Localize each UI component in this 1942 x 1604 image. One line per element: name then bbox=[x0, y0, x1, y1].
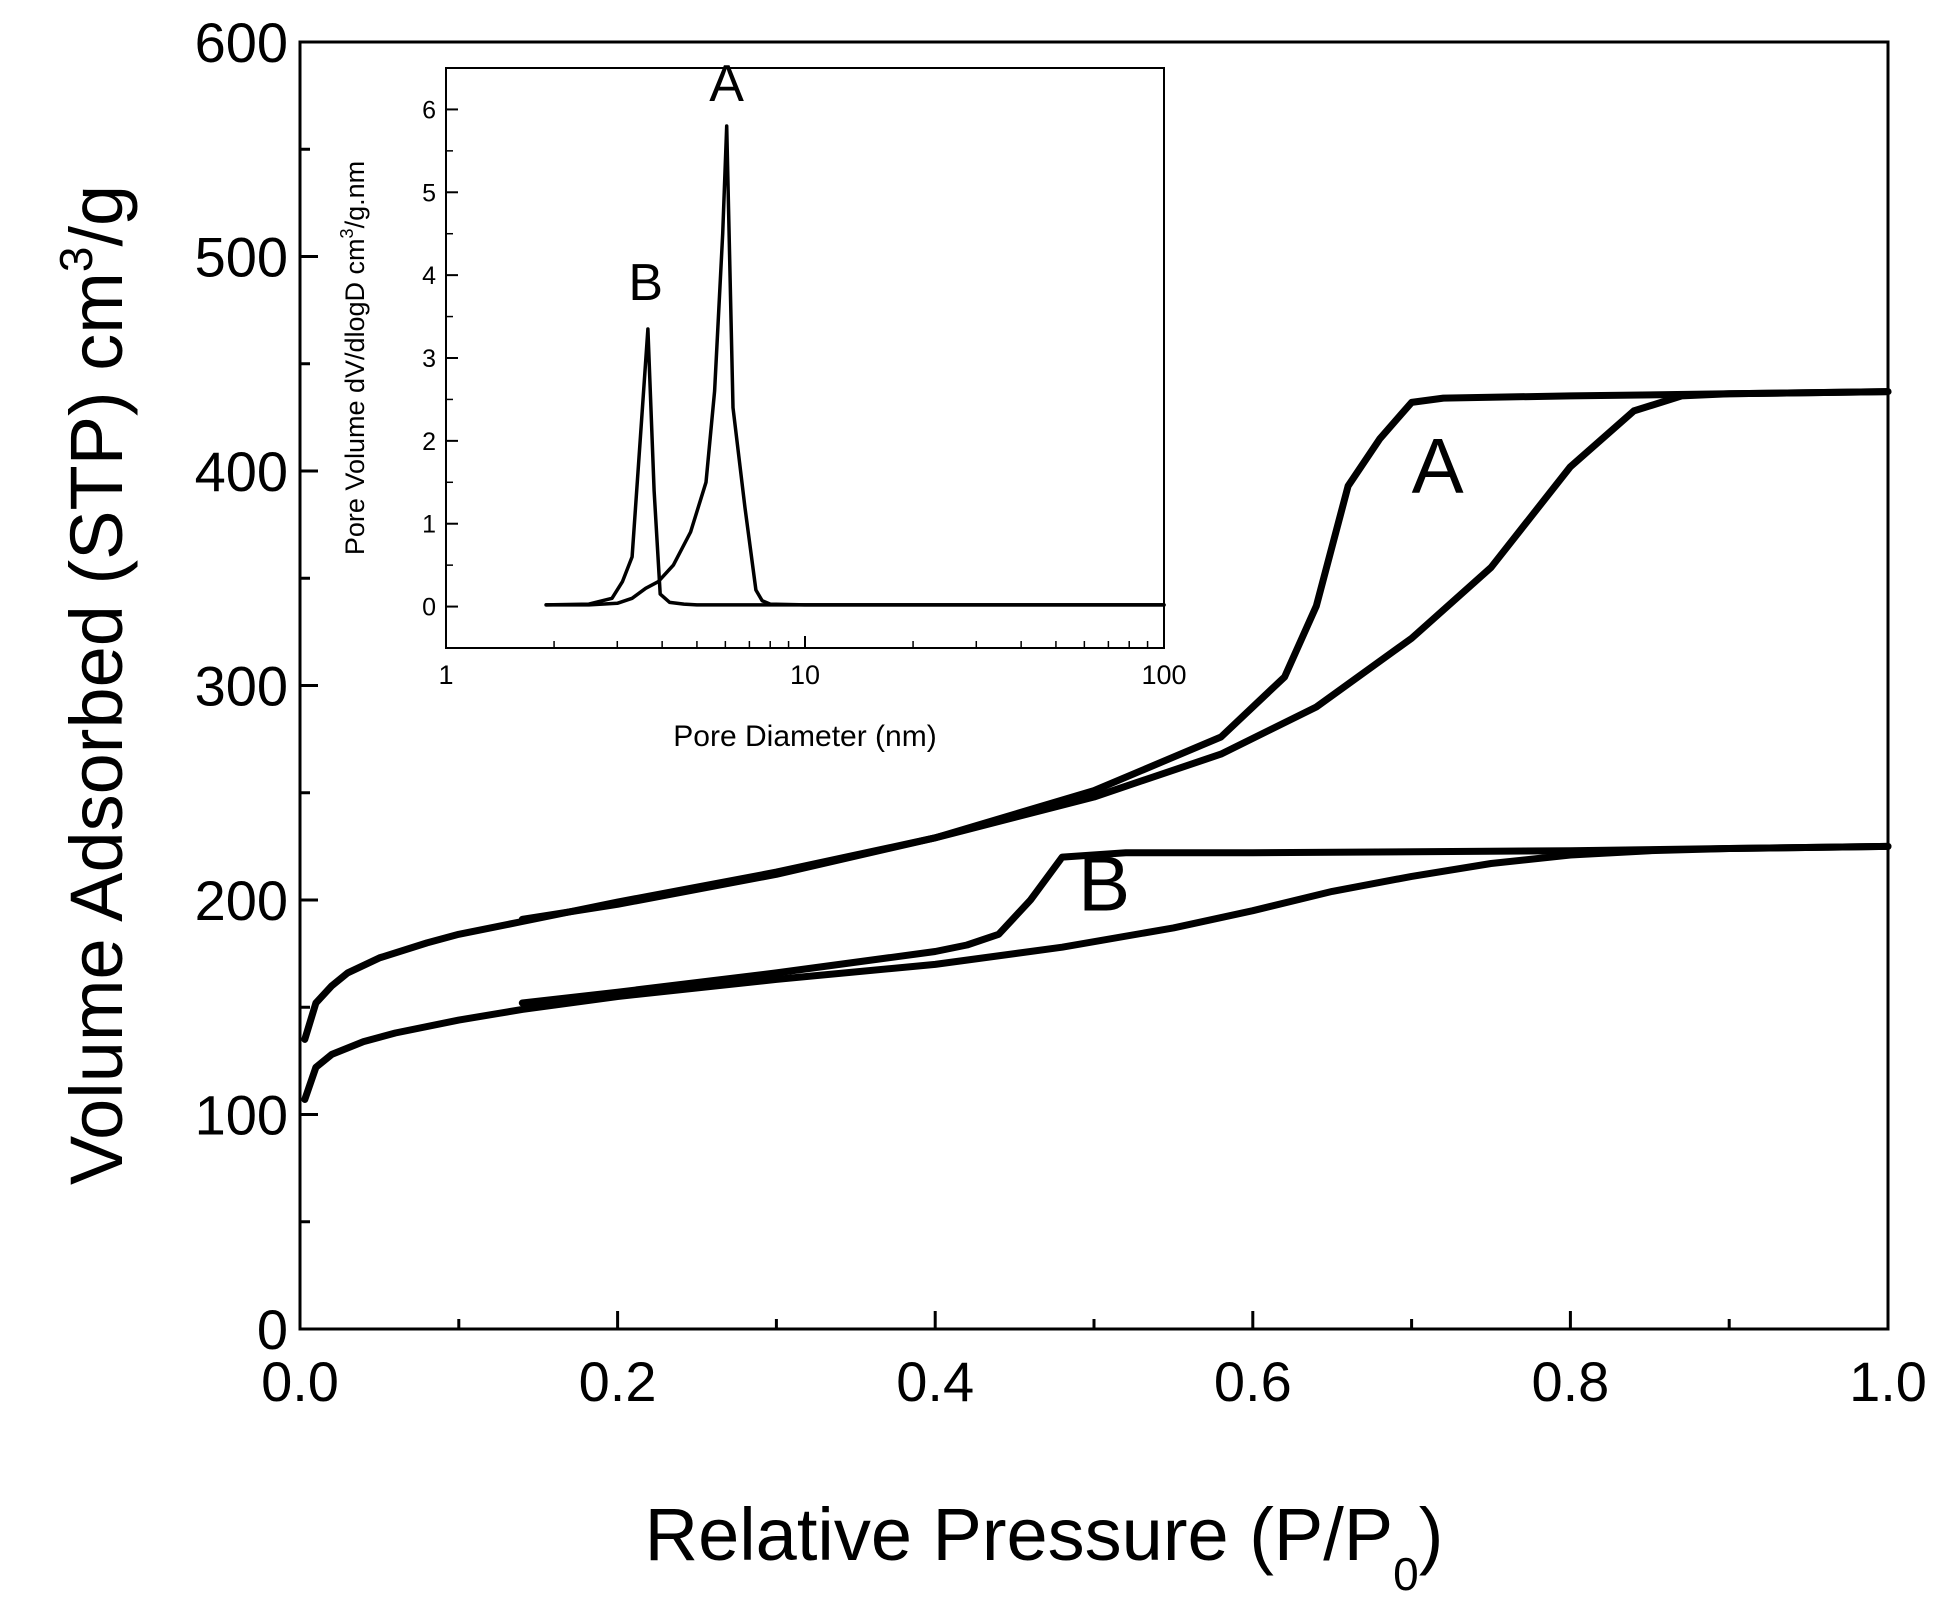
main-y-tick-label: 200 bbox=[195, 869, 288, 932]
inset-curves bbox=[544, 124, 1166, 607]
inset-y-tick-label: 1 bbox=[422, 511, 436, 539]
inset-y-tick-label: 3 bbox=[422, 345, 436, 373]
inset-y-axis-label: Pore Volume dV/dlogD cm3/g.nm bbox=[337, 161, 370, 555]
main-series-b-adsorption bbox=[301, 842, 1892, 1103]
inset-annotation-a: A bbox=[709, 55, 744, 113]
main-y-tick-label: 400 bbox=[195, 440, 288, 503]
main-series-a-desorption bbox=[518, 388, 1892, 923]
inset-x-tick-label: 1 bbox=[438, 660, 453, 690]
inset-x-axis-label: Pore Diameter (nm) bbox=[673, 720, 936, 753]
main-y-tick-label: 600 bbox=[195, 11, 288, 74]
inset-annotations: AB bbox=[628, 55, 744, 312]
main-x-tick-label: 0.0 bbox=[261, 1350, 339, 1413]
main-y-tick-label: 300 bbox=[195, 655, 288, 718]
main-annotation-b: B bbox=[1078, 840, 1130, 928]
inset-ticks: 1 10 100 0 1 2 3 4 5 6 bbox=[422, 67, 1187, 690]
inset-x-tick-label: 10 bbox=[790, 660, 820, 690]
main-annotations: AB bbox=[1078, 421, 1464, 927]
main-x-tick-label: 0.4 bbox=[896, 1350, 974, 1413]
inset-x-tick-label: 100 bbox=[1141, 660, 1186, 690]
inset-series-b bbox=[544, 327, 1166, 607]
inset-background bbox=[446, 68, 1164, 648]
main-x-tick-label: 1.0 bbox=[1849, 1350, 1927, 1413]
inset-y-tick-label: 2 bbox=[422, 428, 436, 456]
inset-y-tick-label: 5 bbox=[422, 179, 436, 207]
inset-y-tick-label: 0 bbox=[422, 594, 436, 622]
main-series-b-desorption bbox=[518, 842, 1892, 1007]
main-y-tick-label: 500 bbox=[195, 226, 288, 289]
inset-y-tick-label: 6 bbox=[422, 96, 436, 124]
main-curves bbox=[301, 388, 1892, 1103]
main-y-tick-label: 0 bbox=[257, 1298, 288, 1361]
main-x-tick-label: 0.2 bbox=[579, 1350, 657, 1413]
main-annotation-a: A bbox=[1412, 421, 1464, 509]
inset-y-tick-label: 4 bbox=[422, 262, 436, 290]
main-x-axis-label: Relative Pressure (P/P0) bbox=[645, 1493, 1444, 1600]
main-x-tick-label: 0.6 bbox=[1214, 1350, 1292, 1413]
main-y-tick-label: 100 bbox=[195, 1084, 288, 1147]
inset-annotation-b: B bbox=[628, 254, 663, 312]
main-y-axis-label: Volume Adsorbed (STP) cm3/g bbox=[50, 185, 138, 1185]
main-x-tick-label: 0.8 bbox=[1531, 1350, 1609, 1413]
